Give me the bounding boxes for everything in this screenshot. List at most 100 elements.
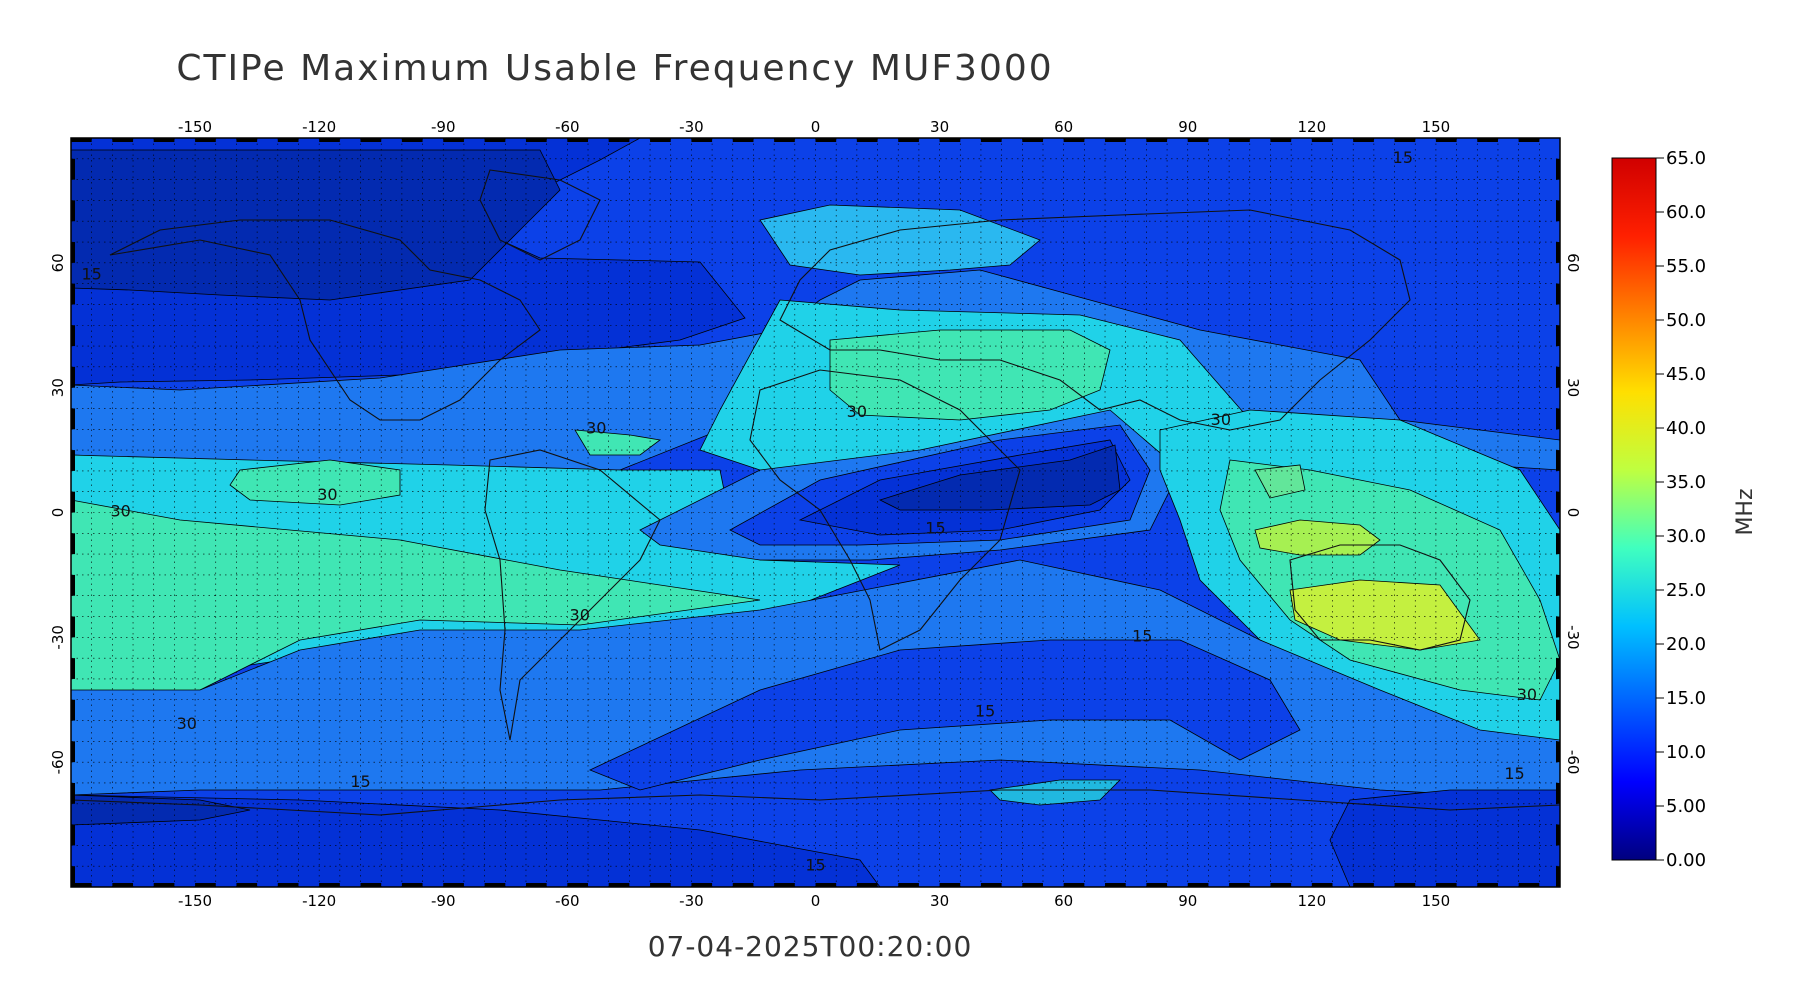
lon-tick-label-top: -150 xyxy=(178,118,212,136)
frame-tick-right xyxy=(1556,866,1560,887)
frame-tick-top xyxy=(650,138,671,142)
frame-tick-left xyxy=(71,699,75,721)
coastline-antarctica xyxy=(71,789,1560,816)
colorbar-tick-label: 60.0 xyxy=(1666,202,1706,223)
frame-tick-bottom xyxy=(401,883,423,887)
frame-tick-bottom xyxy=(443,883,464,887)
contour-label: 15 xyxy=(1132,626,1152,645)
lon-tick-label-bottom: 120 xyxy=(1298,892,1327,910)
frame-tick-bottom xyxy=(939,883,961,887)
graticule-grid xyxy=(71,138,1560,887)
frame-tick-top xyxy=(1187,138,1209,142)
frame-tick-bottom xyxy=(1477,883,1498,887)
frame-tick-bottom xyxy=(1394,883,1416,887)
frame-tick-top xyxy=(567,138,589,142)
frame-tick-top xyxy=(1477,138,1498,142)
frame-tick-top xyxy=(691,138,713,142)
contour-label: 15 xyxy=(82,264,102,283)
frame-tick-left xyxy=(71,533,75,555)
frame-tick-top xyxy=(732,138,754,142)
lon-tick-label-bottom: 150 xyxy=(1422,892,1451,910)
frame-tick-bottom xyxy=(360,883,382,887)
frame-tick-bottom xyxy=(608,883,630,887)
coastline-south-america xyxy=(484,449,661,741)
contour-fill-south-atlantic-low xyxy=(588,639,1301,791)
frame-tick-bottom xyxy=(277,883,299,887)
lon-tick-label-bottom: -30 xyxy=(679,892,704,910)
frame-tick-left xyxy=(71,741,75,763)
colorbar-tick-label: 45.0 xyxy=(1666,364,1706,385)
contour-label: 15 xyxy=(350,772,370,791)
frame-tick-top xyxy=(1022,138,1043,142)
frame-tick-bottom xyxy=(525,883,547,887)
lat-tick-label-right: 0 xyxy=(1564,508,1582,518)
frame-tick-top xyxy=(1270,138,1292,142)
frame-tick-bottom xyxy=(319,883,340,887)
chart-title: CTIPe Maximum Usable Frequency MUF3000 xyxy=(176,48,1054,89)
colorbar-tick-label: 25.0 xyxy=(1666,580,1706,601)
contour-label: 15 xyxy=(925,518,945,537)
frame-tick-top xyxy=(112,138,134,142)
frame-tick-top xyxy=(815,138,837,142)
latitude-labels-left: 60 30 0 -30 -60 xyxy=(49,253,67,774)
frame-tick-right xyxy=(1556,408,1560,430)
lon-tick-label-top: 30 xyxy=(930,118,949,136)
frame-tick-right xyxy=(1556,658,1560,679)
contour-label: 15 xyxy=(1393,148,1413,167)
frame-tick-top xyxy=(1435,138,1457,142)
frame-tick-top xyxy=(1105,138,1126,142)
frame-tick-bottom xyxy=(732,883,754,887)
colorbar-tick-label: 35.0 xyxy=(1666,472,1706,493)
frame-tick-bottom xyxy=(1105,883,1126,887)
frame-tick-top xyxy=(484,138,506,142)
frame-tick-bottom xyxy=(1311,883,1333,887)
frame-tick-left xyxy=(71,366,75,388)
frame-tick-left xyxy=(71,158,75,180)
frame-tick-left xyxy=(71,242,75,263)
colorbar-tick-label: 50.0 xyxy=(1666,310,1706,331)
contour-label: 15 xyxy=(1504,764,1524,783)
colorbar-tick-label: 20.0 xyxy=(1666,634,1706,655)
frame-tick-bottom xyxy=(1353,883,1374,887)
frame-tick-top xyxy=(856,138,878,142)
frame-tick-bottom xyxy=(71,883,92,887)
frame-tick-top xyxy=(401,138,423,142)
frame-ticks xyxy=(71,138,1560,887)
lon-tick-label-bottom: -60 xyxy=(555,892,580,910)
contour-label: 30 xyxy=(1211,410,1231,429)
frame-tick-bottom xyxy=(1022,883,1043,887)
frame-tick-right xyxy=(1556,699,1560,721)
colorbar-unit-label: MHz xyxy=(1733,488,1758,535)
lat-tick-label-left: -30 xyxy=(49,625,67,650)
frame-tick-right xyxy=(1556,616,1560,638)
contour-fill-south-polar xyxy=(71,794,881,887)
frame-tick-top xyxy=(1229,138,1250,142)
frame-tick-bottom xyxy=(774,883,795,887)
lon-tick-label-top: 150 xyxy=(1422,118,1451,136)
lat-tick-label-right: -30 xyxy=(1564,625,1582,650)
frame-tick-top xyxy=(774,138,795,142)
coastline-africa xyxy=(749,369,1021,651)
frame-tick-top xyxy=(898,138,919,142)
coastline-greenland xyxy=(479,169,601,261)
frame-tick-right xyxy=(1556,533,1560,555)
lon-tick-label-top: 90 xyxy=(1178,118,1197,136)
frame-tick-top xyxy=(360,138,382,142)
contour-labels: 15 15 30 30 30 30 30 30 30 30 15 15 15 15 15 15 xyxy=(82,148,1538,874)
contour-label: 30 xyxy=(570,606,590,625)
contour-label: 30 xyxy=(847,402,867,421)
frame-tick-bottom xyxy=(1270,883,1292,887)
frame-tick-top xyxy=(236,138,258,142)
lon-tick-label-bottom: 0 xyxy=(811,892,821,910)
frame-tick-bottom xyxy=(980,883,1002,887)
colorbar-tick-label: 10.0 xyxy=(1666,742,1706,763)
contour-fill-australia-yellow-1 xyxy=(1254,519,1381,556)
contour-label: 30 xyxy=(1517,685,1537,704)
coastline-eurasia xyxy=(779,209,1411,431)
contour-label: 30 xyxy=(110,502,130,521)
frame-tick-top xyxy=(608,138,630,142)
frame-tick-right xyxy=(1556,242,1560,263)
frame-tick-bottom xyxy=(1146,883,1168,887)
frame-tick-bottom xyxy=(112,883,134,887)
frame-tick-right xyxy=(1556,574,1560,596)
